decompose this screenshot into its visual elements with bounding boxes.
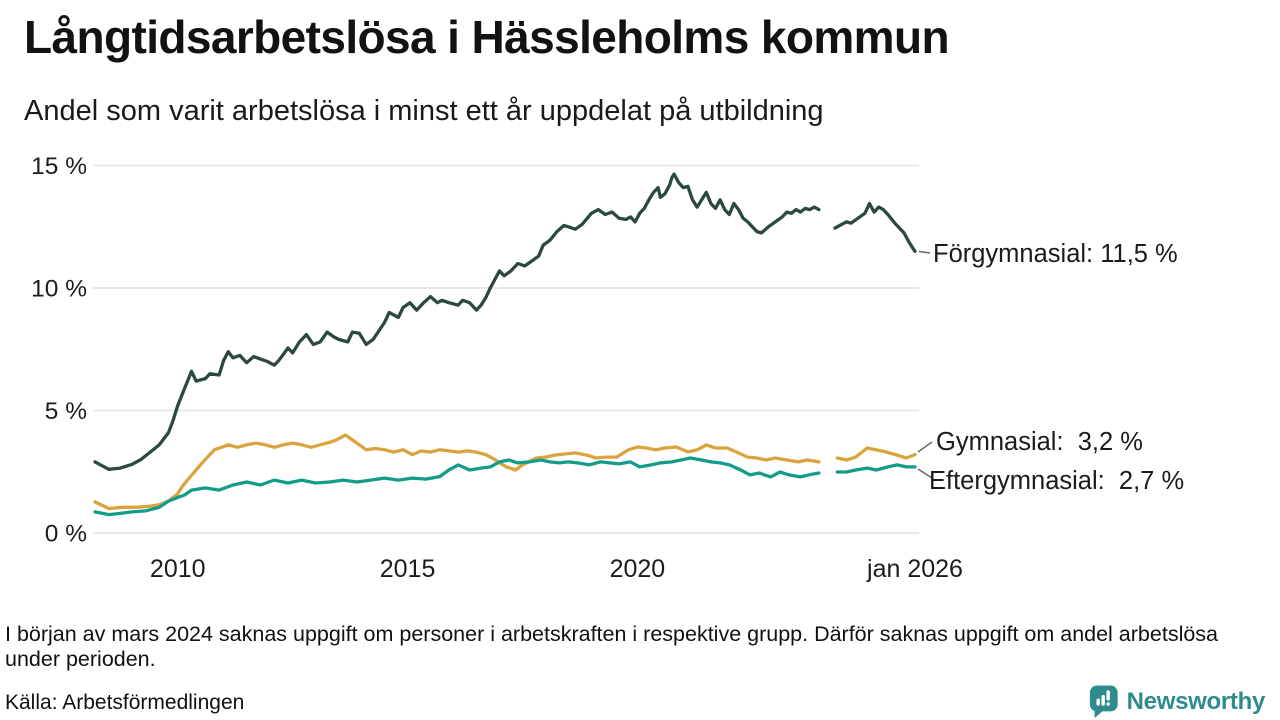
x-tick-label: jan 2026 bbox=[866, 555, 963, 583]
y-axis-tick-labels: 0 % 5 % 10 % 15 % bbox=[31, 153, 87, 548]
page-title: Långtidsarbetslösa i Hässleholms kommun bbox=[24, 11, 950, 63]
x-axis-tick-labels: 2010 2015 2020 jan 2026 bbox=[150, 555, 963, 583]
leader-line bbox=[917, 441, 933, 453]
series-lines bbox=[93, 172, 917, 517]
y-tick-label: 0 % bbox=[45, 521, 87, 548]
x-tick-label: 2010 bbox=[150, 555, 206, 583]
series-line-eftergymnasial bbox=[835, 463, 917, 474]
footnote: I början av mars 2024 saknas uppgift om … bbox=[5, 622, 1219, 672]
leader-line bbox=[918, 250, 931, 254]
series-line-gymnasial bbox=[835, 446, 917, 462]
series-line-förgymnasial bbox=[833, 201, 917, 253]
series-label-eftergymnasial: Eftergymnasial: 2,7 % bbox=[929, 467, 1185, 495]
x-tick-label: 2015 bbox=[380, 555, 436, 583]
newsworthy-wordmark: Newsworthy bbox=[1126, 687, 1266, 715]
label-leader-lines bbox=[917, 250, 933, 479]
leader-line bbox=[917, 468, 933, 479]
x-tick-label: 2020 bbox=[610, 555, 666, 583]
y-tick-label: 15 % bbox=[31, 153, 87, 180]
series-label-forgymnasial: Förgymnasial: 11,5 % bbox=[933, 240, 1178, 268]
source-attribution: Källa: Arbetsförmedlingen bbox=[5, 691, 245, 714]
series-line-gymnasial bbox=[93, 433, 821, 511]
y-tick-label: 10 % bbox=[31, 276, 87, 303]
series-label-gymnasial: Gymnasial: 3,2 % bbox=[936, 428, 1143, 456]
gridlines bbox=[93, 164, 919, 534]
chart-subtitle: Andel som varit arbetslösa i minst ett å… bbox=[24, 95, 824, 127]
series-line-eftergymnasial bbox=[93, 456, 821, 517]
series-line-förgymnasial bbox=[93, 172, 821, 471]
y-tick-label: 5 % bbox=[45, 398, 87, 425]
newsworthy-logo: Newsworthy bbox=[1088, 684, 1265, 719]
newsworthy-icon bbox=[1089, 685, 1118, 718]
